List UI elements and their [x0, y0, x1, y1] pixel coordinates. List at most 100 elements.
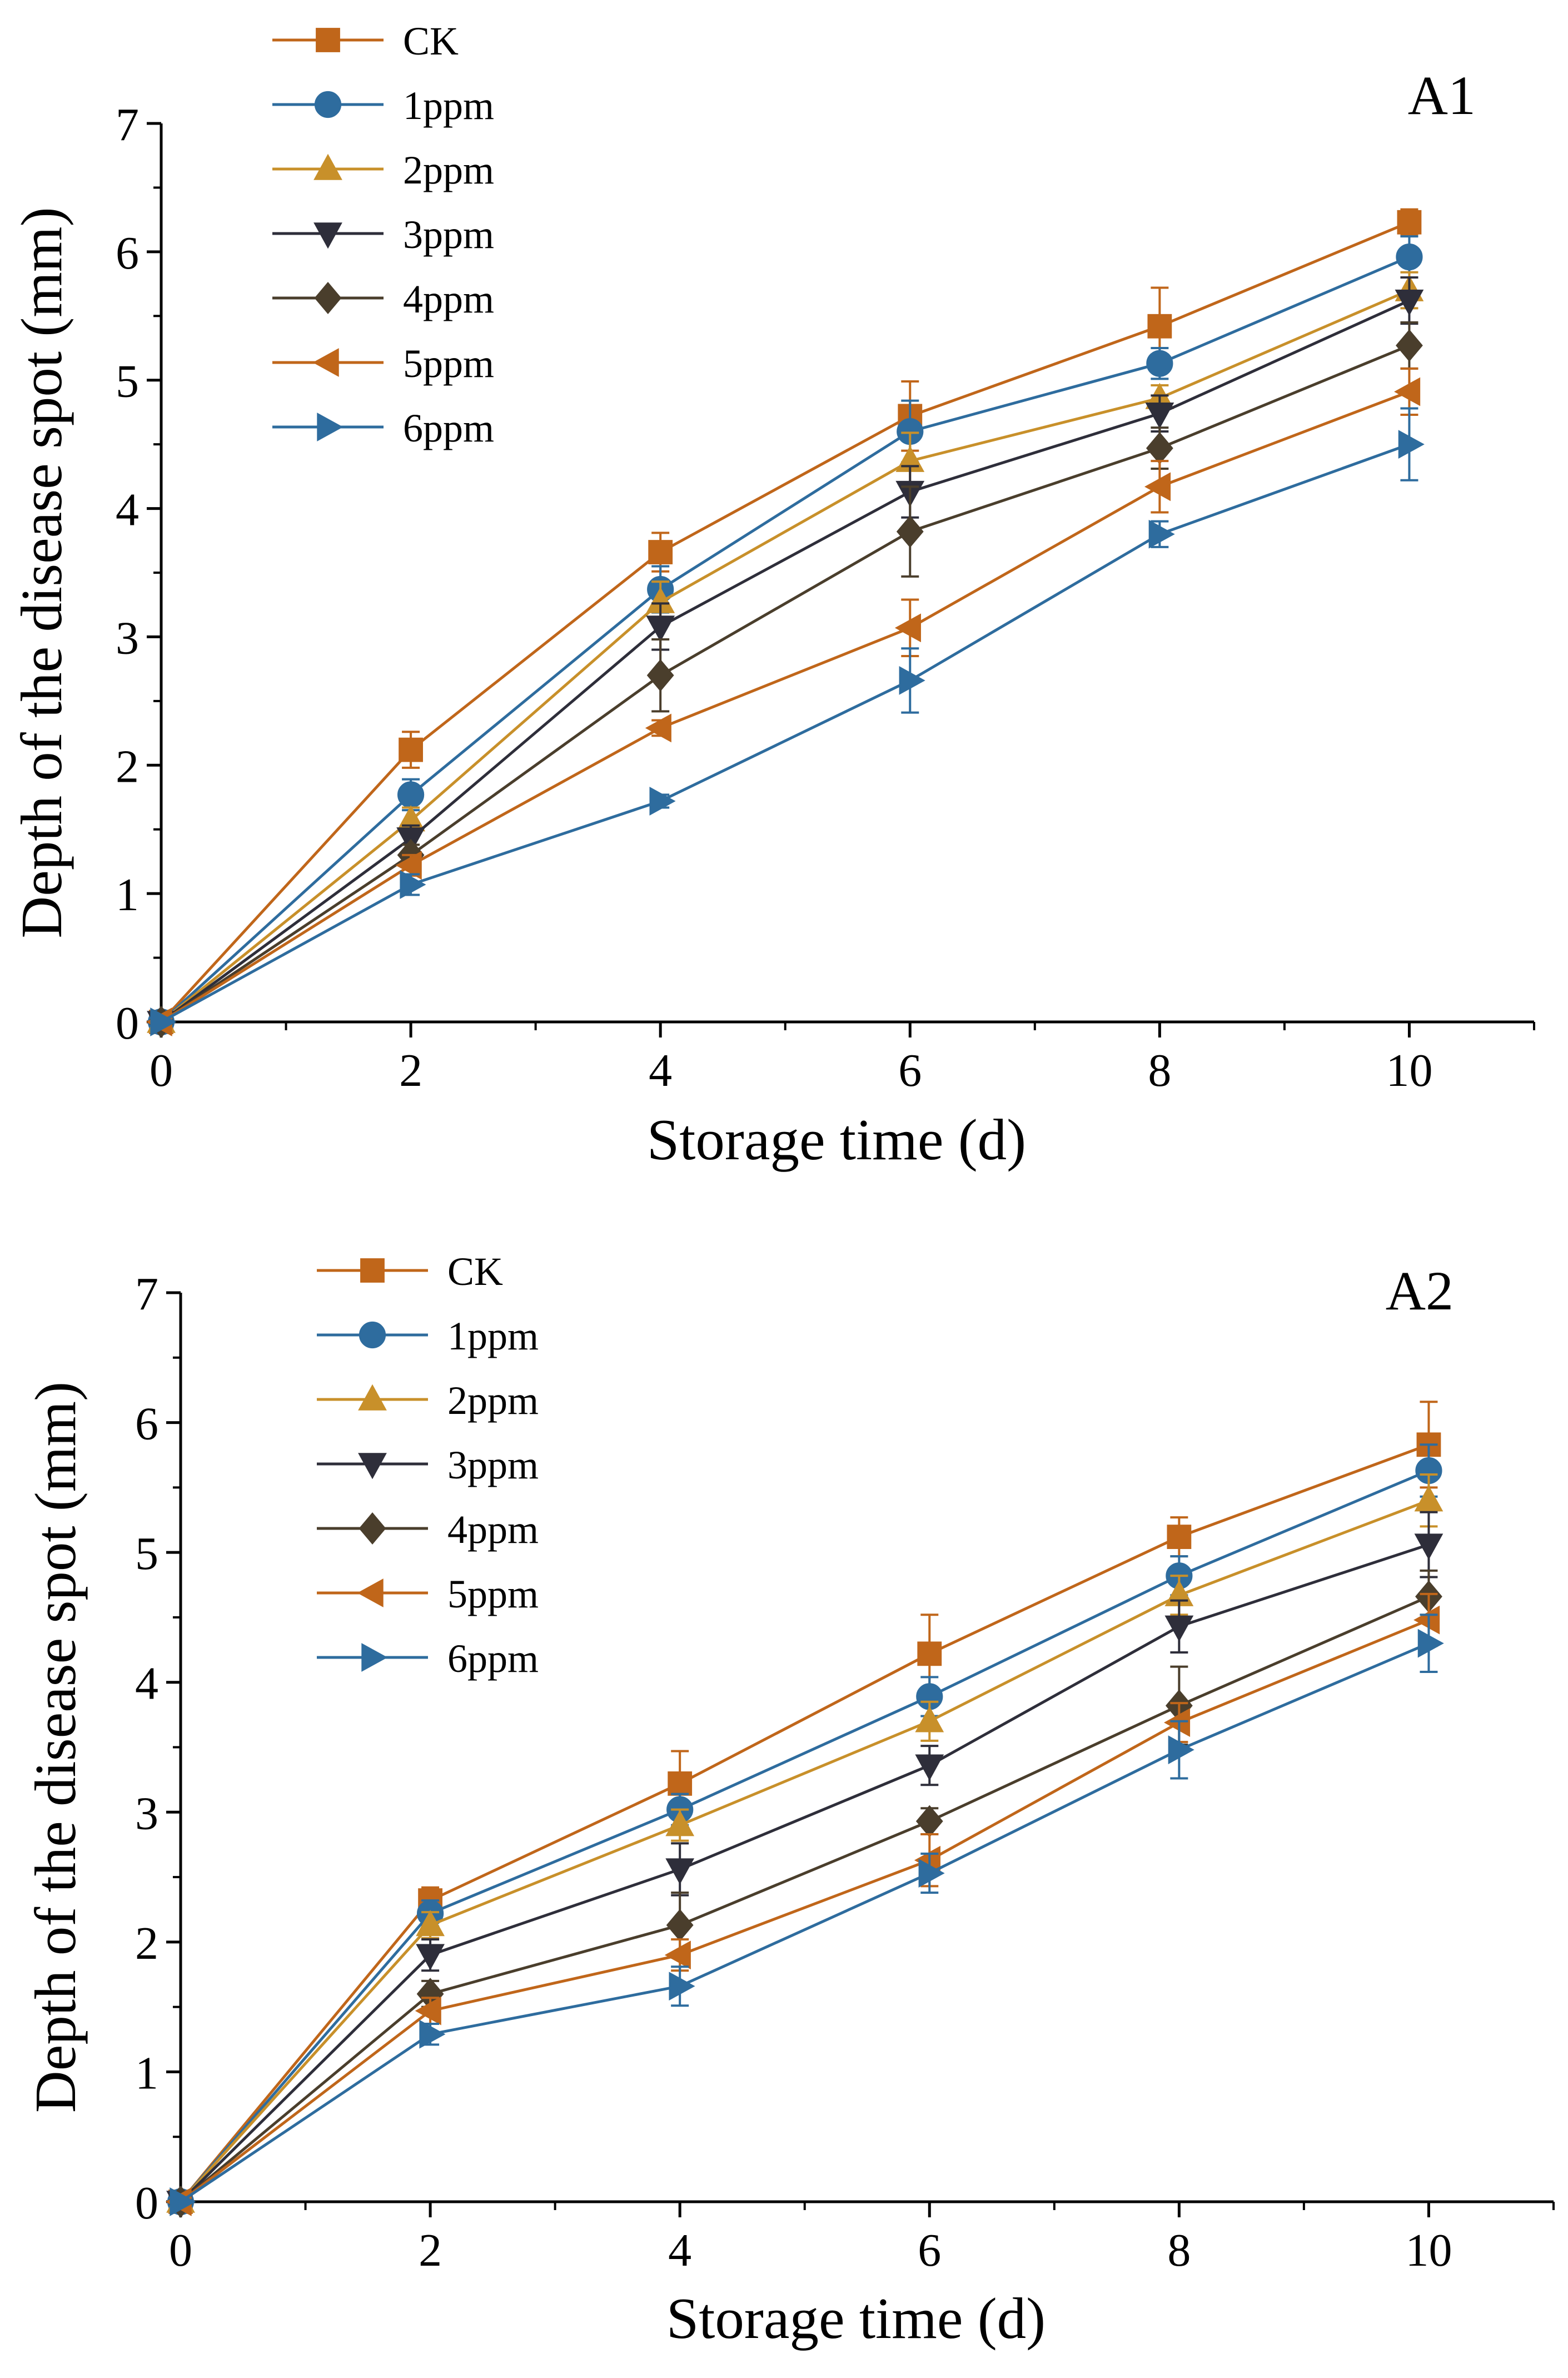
data-point: [1413, 1605, 1440, 1635]
legend-label: CK: [403, 19, 459, 63]
x-tick-label: 6: [918, 2225, 941, 2276]
data-point: [917, 1641, 942, 1666]
series-line: [160, 221, 1410, 1023]
data-point: [915, 1706, 944, 1732]
series-line: [160, 443, 1410, 1024]
y-tick-label: 0: [116, 997, 139, 1049]
y-tick-label: 7: [135, 1268, 158, 1320]
y-tick-label: 4: [135, 1658, 158, 1710]
data-point: [1167, 1525, 1192, 1550]
y-tick-label: 2: [135, 1918, 158, 1969]
data-point: [399, 737, 423, 762]
legend-marker: [359, 1512, 386, 1545]
data-point: [1414, 1485, 1443, 1512]
legend-label: 4ppm: [447, 1507, 539, 1552]
legend-marker: [314, 91, 342, 118]
legend-label: 5ppm: [403, 341, 494, 386]
legend-marker: [357, 1578, 384, 1607]
data-point: [1146, 350, 1173, 377]
legend-label: 2ppm: [447, 1378, 539, 1423]
data-point: [649, 787, 676, 816]
panel-label: A2: [1386, 1260, 1453, 1322]
y-axis-label: Depth of the disease spot (mm): [9, 207, 74, 938]
legend-marker: [359, 1321, 386, 1349]
data-point: [1398, 430, 1425, 459]
series-6ppm: [170, 1614, 1444, 2216]
x-tick-label: 4: [649, 1045, 672, 1096]
data-point: [1168, 1735, 1194, 1765]
y-axis-label: Depth of the disease spot (mm): [23, 1382, 88, 2113]
legend-marker: [358, 1453, 387, 1480]
data-point: [416, 1910, 445, 1937]
y-tick-label: 1: [116, 869, 139, 921]
series-line: [180, 1595, 1430, 2203]
series-3ppm: [166, 1511, 1443, 2217]
data-point: [1394, 377, 1421, 406]
data-point: [915, 1754, 944, 1781]
data-point: [918, 1859, 945, 1888]
legend-marker: [361, 1643, 388, 1672]
data-point: [150, 1007, 177, 1036]
data-point: [419, 2019, 446, 2049]
y-tick-label: 6: [135, 1398, 158, 1450]
series-5ppm: [146, 367, 1421, 1036]
legend: CK 1ppm 2ppm 3ppm 4ppm 5ppm 6ppm: [272, 19, 494, 450]
y-tick-label: 5: [116, 356, 139, 408]
data-point: [1397, 210, 1422, 235]
data-point: [1144, 472, 1171, 502]
series-line: [180, 1443, 1430, 2203]
series-line: [180, 1499, 1430, 2203]
legend-marker: [313, 222, 342, 249]
x-tick-label: 10: [1405, 2225, 1452, 2276]
data-point: [665, 1858, 695, 1885]
y-tick-label: 3: [116, 612, 139, 664]
series-line: [180, 1642, 1430, 2203]
data-point: [665, 1810, 695, 1836]
x-tick-label: 6: [898, 1045, 922, 1096]
data-point: [1164, 1615, 1194, 1642]
data-point: [170, 2187, 196, 2216]
y-tick-label: 3: [135, 1788, 158, 1839]
legend-marker: [360, 1258, 385, 1283]
data-point: [646, 615, 675, 642]
legend-marker: [312, 348, 339, 377]
y-tick-label: 5: [135, 1528, 158, 1580]
legend-label: 2ppm: [403, 148, 494, 192]
y-tick-label: 1: [135, 2047, 158, 2099]
legend-label: 3ppm: [447, 1443, 539, 1487]
data-point: [894, 613, 921, 643]
series-line: [180, 1469, 1430, 2203]
data-point: [664, 1940, 691, 1970]
data-point: [648, 540, 673, 564]
y-tick-label: 4: [116, 484, 139, 536]
data-point: [1396, 243, 1423, 271]
data-point: [668, 1771, 693, 1796]
x-tick-label: 8: [1167, 2225, 1191, 2276]
data-point: [645, 713, 671, 743]
series-line: [160, 344, 1410, 1024]
data-point: [415, 1996, 441, 2025]
data-point: [1417, 1629, 1444, 1658]
data-point: [1147, 314, 1172, 339]
x-tick-label: 8: [1148, 1045, 1171, 1096]
series-6ppm: [150, 407, 1425, 1036]
x-tick-label: 0: [169, 2225, 192, 2276]
legend: CK 1ppm 2ppm 3ppm 4ppm 5ppm 6ppm: [317, 1249, 539, 1681]
data-point: [646, 659, 674, 692]
y-tick-label: 0: [135, 2177, 158, 2229]
series-line: [160, 390, 1410, 1024]
legend-label: 6ppm: [447, 1636, 539, 1681]
data-point: [1148, 519, 1175, 549]
legend-marker: [313, 153, 342, 180]
data-point: [400, 870, 426, 899]
x-tick-label: 2: [419, 2225, 442, 2276]
y-tick-label: 6: [116, 227, 139, 279]
data-point: [1396, 329, 1423, 362]
legend-label: 3ppm: [403, 212, 494, 257]
data-point: [416, 1944, 445, 1970]
data-point: [395, 851, 422, 880]
series-line: [160, 255, 1410, 1023]
series-line: [180, 1543, 1430, 2203]
legend-label: 5ppm: [447, 1572, 539, 1616]
